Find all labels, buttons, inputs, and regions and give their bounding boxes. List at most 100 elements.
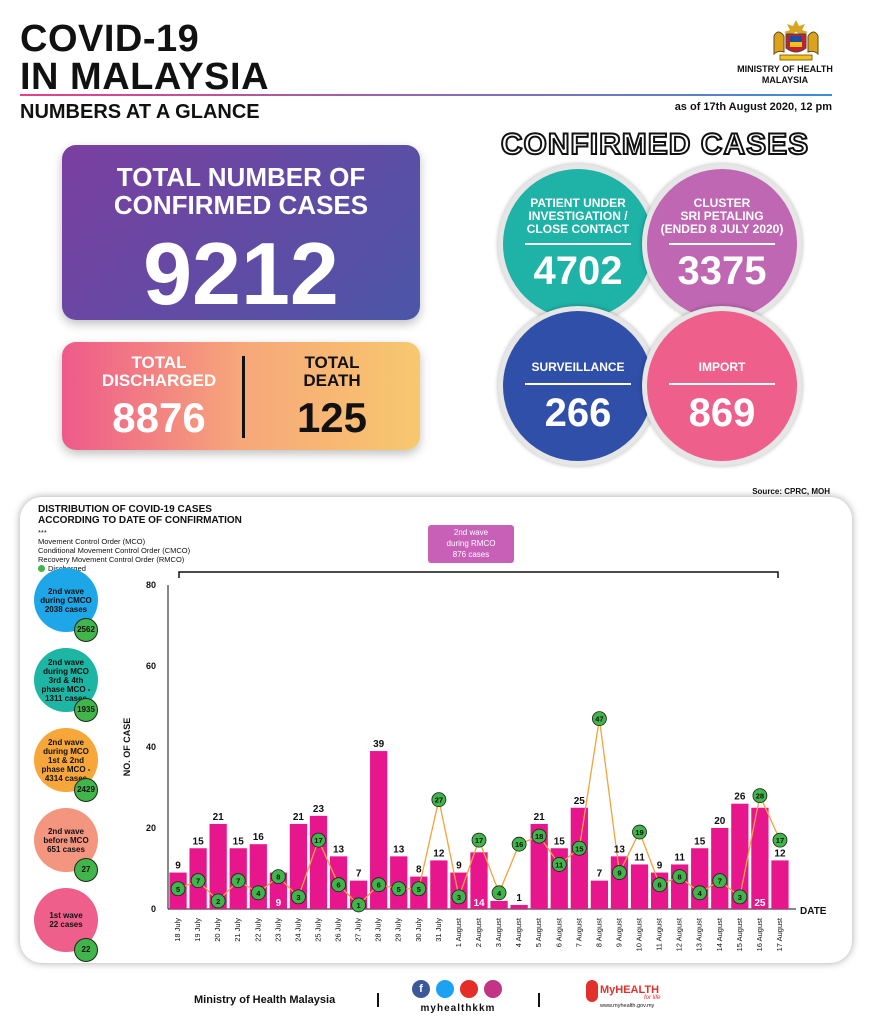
discharged-point	[351, 897, 367, 913]
bar	[711, 828, 729, 909]
ministry-line-2: MALAYSIA	[761, 75, 809, 85]
wave-circle: 2nd wave during MCO 1st & 2nd phase MCO -43…	[34, 728, 98, 802]
total-discharged-label: TOTAL DISCHARGED	[74, 354, 244, 390]
x-tick-label: 2 August	[474, 917, 483, 947]
total-death-label-2: DEATH	[303, 371, 361, 390]
wave-label-line: 2nd wave	[47, 737, 84, 747]
total-discharged-value: 8876	[112, 394, 206, 441]
bar-value-label: 15	[193, 836, 205, 847]
instagram-icon[interactable]	[484, 980, 502, 998]
myhealth-tag: for life	[644, 995, 661, 1001]
x-tick-label: 25 July	[313, 918, 322, 942]
footer-sep-1	[377, 993, 379, 1007]
ministry-name: MINISTRY OF HEALTH MALAYSIA	[730, 64, 840, 86]
x-tick-label: 9 August	[614, 917, 623, 947]
x-tick-label: 4 August	[514, 917, 523, 947]
wave-label-line: 3rd & 4th	[48, 675, 84, 685]
x-tick-label: 1 August	[454, 917, 463, 947]
chart-title-1: DISTRIBUTION OF COVID-19 CASES	[38, 504, 212, 515]
wave-circle: 2nd wave before MCO 651 cases 27	[34, 808, 98, 882]
bar-value-label: 23	[313, 804, 325, 815]
wave-discharged-badge: 22	[74, 938, 98, 962]
total-death-label: TOTAL DEATH	[252, 354, 412, 390]
wave-circle: 1st wave 22 cases 22	[34, 888, 98, 962]
bar	[430, 860, 448, 909]
discharged-point	[712, 873, 728, 889]
bar-value-label: 7	[597, 869, 603, 880]
bar-value-label: 13	[393, 844, 405, 855]
x-tick-label: 11 August	[655, 917, 664, 951]
x-tick-label: 16 August	[755, 917, 764, 951]
page-title: COVID-19 IN MALAYSIA	[20, 20, 269, 96]
wave-label-line: 1311 cases	[45, 693, 87, 703]
bar	[630, 864, 649, 909]
myhealth-brand: MyHEALTH	[600, 984, 660, 996]
legend-discharged-dot	[38, 565, 45, 572]
pui-value: 4702	[533, 249, 623, 293]
total-discharged-label-2: DISCHARGED	[101, 371, 217, 390]
bar-value-label: 15	[233, 836, 245, 847]
bar	[209, 823, 227, 909]
x-tick-label: 7 August	[574, 917, 583, 947]
bar	[610, 856, 629, 909]
myhealth-site: www.myhealth.gov.my	[600, 1003, 655, 1009]
x-tick-label: 21 July	[233, 918, 242, 942]
discharged-point	[411, 881, 427, 897]
wave-discharged-badge: 1935	[74, 698, 98, 722]
bar	[751, 807, 769, 909]
wave-label-line: during MCO	[43, 666, 89, 676]
legend-cmco: Conditional Movement Control Order (CMCO…	[38, 546, 191, 555]
pui-rule	[525, 243, 631, 245]
bar-value-label: 21	[213, 812, 225, 823]
legend-stars: ***	[38, 528, 47, 537]
total-death-label-1: TOTAL	[304, 353, 360, 372]
import-label: IMPORT	[698, 360, 746, 374]
wave-discharged-badge: 2429	[74, 778, 98, 802]
discharged-point	[291, 889, 306, 905]
title-line-1: COVID-19	[20, 18, 200, 60]
discharged-value-label: 6	[657, 881, 661, 890]
bar-value-label: 8	[416, 865, 422, 876]
discharged-point	[531, 828, 547, 844]
twitter-icon[interactable]	[436, 980, 454, 998]
discharged-value-label: 5	[176, 885, 180, 894]
youtube-icon[interactable]	[460, 980, 478, 998]
discharged-value-label: 8	[678, 873, 682, 882]
x-tick-label: 31 July	[434, 918, 443, 942]
x-tick-label: 13 August	[695, 917, 704, 951]
bar-value-label: 15	[694, 836, 706, 847]
bar	[590, 880, 609, 909]
wave-label: 2nd wave during CMCO 2038 cases	[38, 587, 94, 614]
pui-label-3: CLOSE CONTACT	[526, 222, 630, 236]
wave-label-line: 22 cases	[49, 920, 83, 929]
bar-value-label: 11	[634, 852, 645, 863]
wave-label: 1st wave 22 cases	[38, 911, 94, 929]
import-circle: IMPORT 869	[642, 306, 802, 466]
ministry-line-1: MINISTRY OF HEALTH	[737, 64, 833, 74]
facebook-icon[interactable]: f	[412, 980, 430, 998]
y-axis-label: NO. OF CASE	[122, 718, 132, 777]
wave-circle: 2nd wave during CMCO 2038 cases 2562	[34, 568, 98, 642]
discharged-value-label: 1	[357, 901, 361, 910]
bar-value-label: 9	[456, 861, 462, 872]
page-subtitle: NUMBERS AT A GLANCE	[20, 101, 260, 123]
cluster-value: 3375	[677, 249, 767, 293]
rmco-label: 2nd wave during RMCO 876 cases	[428, 525, 514, 563]
bar	[570, 807, 588, 909]
cluster-circle: CLUSTER SRI PETALING (ENDED 8 JULY 2020)…	[642, 164, 802, 324]
bar-value-label: 21	[293, 812, 305, 823]
total-discharged-label-1: TOTAL	[131, 353, 187, 372]
discharged-value-label: 7	[718, 877, 722, 886]
discharged-point	[632, 824, 647, 840]
surveillance-circle: SURVEILLANCE 266	[498, 306, 658, 466]
x-tick-label: 15 August	[735, 917, 744, 951]
x-tick-label: 3 August	[494, 917, 503, 947]
discharged-value-label: 3	[738, 893, 742, 902]
cluster-label-1: CLUSTER	[693, 196, 751, 210]
rmco-label-3: 876 cases	[452, 550, 490, 559]
discharged-value-label: 28	[756, 792, 764, 801]
total-confirmed-value: 9212	[143, 224, 339, 323]
wave-label-line: phase MCO -	[41, 764, 91, 774]
bar-value-label: 26	[734, 792, 746, 803]
